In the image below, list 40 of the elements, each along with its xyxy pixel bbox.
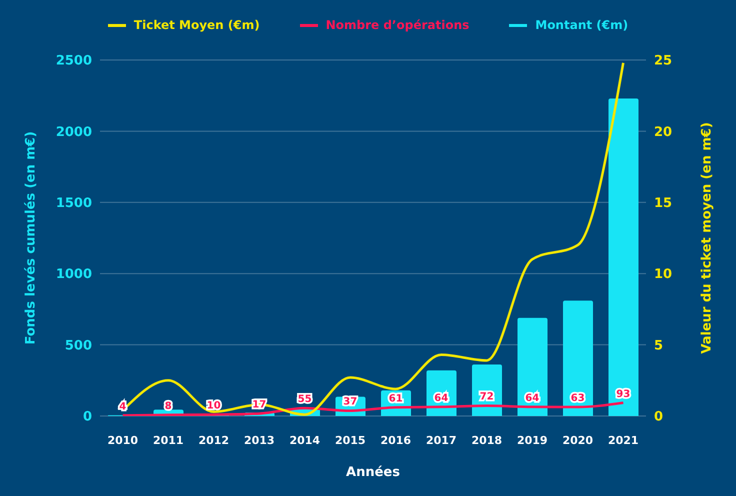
y2-axis-title: Valeur du ticket moyen (en m€): [700, 122, 715, 354]
data-label: 64: [434, 392, 448, 404]
y2-tick-label: 5: [654, 338, 664, 354]
legend-label: Ticket Moyen (€m): [134, 18, 260, 32]
x-tick-label: 2020: [562, 434, 594, 447]
x-tick-label: 2015: [334, 434, 366, 447]
y-tick-label: 500: [64, 338, 92, 354]
data-label: 8: [164, 400, 172, 412]
y-tick-label: 2500: [56, 54, 92, 69]
x-tick-label: 2016: [380, 434, 412, 447]
x-tick-label: 2018: [471, 434, 502, 447]
data-label: 55: [298, 394, 312, 406]
y2-tick-label: 0: [654, 410, 664, 425]
legend-label: Nombre d’opérations: [326, 18, 470, 32]
y-tick-label: 1000: [56, 267, 92, 282]
data-label: 61: [388, 393, 403, 404]
y-axis-title: Fonds levés cumulés (en m€): [24, 131, 39, 345]
x-tick-label: 2010: [107, 434, 138, 447]
y2-tick-label: 10: [654, 267, 672, 282]
x-tick-label: 2021: [608, 434, 639, 447]
x-axis-title: Années: [346, 465, 400, 480]
data-label: 37: [343, 396, 358, 408]
y-tick-label: 2000: [56, 124, 92, 140]
y-tick-label: 1500: [56, 196, 92, 212]
data-label: 93: [616, 388, 630, 400]
x-tick-label: 2019: [516, 434, 548, 447]
y2-tick-label: 15: [654, 196, 672, 212]
x-tick-label: 2012: [198, 434, 230, 447]
x-tick-label: 2017: [426, 434, 457, 447]
x-tick-label: 2013: [244, 434, 275, 447]
data-label: 10: [206, 400, 221, 412]
data-label: 63: [570, 393, 585, 404]
data-label: 64: [525, 392, 540, 404]
y-tick-label: 0: [82, 410, 92, 425]
y2-tick-label: 20: [654, 124, 672, 140]
x-tick-label: 2011: [152, 434, 184, 447]
x-tick-label: 2014: [289, 434, 320, 447]
data-label: 72: [480, 392, 494, 403]
y2-tick-label: 25: [654, 54, 672, 69]
legend-label: Montant (€m): [535, 18, 628, 32]
